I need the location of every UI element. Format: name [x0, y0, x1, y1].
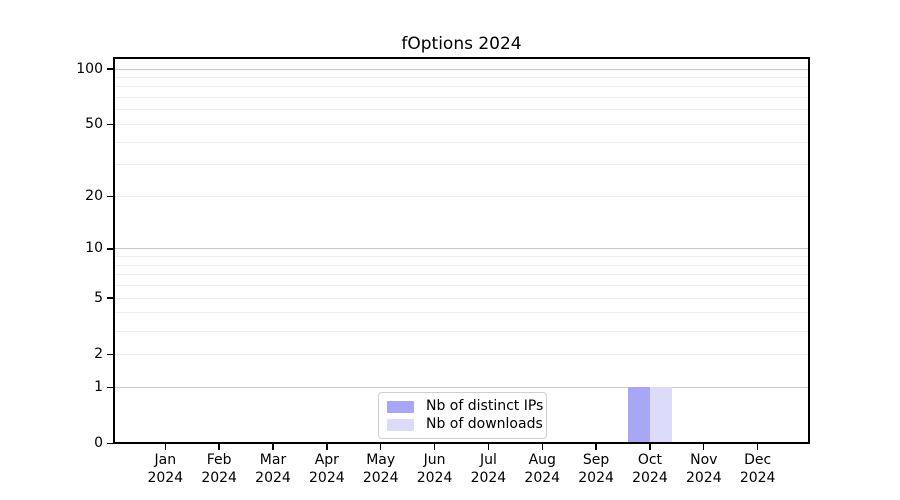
legend-label-distinct-ips: Nb of distinct IPs: [426, 398, 544, 414]
gridline-minor-20: [115, 195, 808, 197]
x-tick-label-dec: Dec 2024: [739, 452, 776, 486]
gridline-minor-4: [115, 312, 808, 314]
y-tick-label-20: 20: [85, 187, 103, 204]
x-tick-apr: [326, 444, 328, 450]
x-tick-feb: [218, 444, 220, 450]
y-tick-1: [107, 386, 113, 388]
bar-nb-of-distinct-ips-oct: [628, 387, 650, 442]
x-tick-dec: [756, 444, 759, 450]
x-tick-aug: [541, 444, 543, 450]
x-tick-label-jun: Jun 2024: [416, 452, 453, 486]
y-tick-label-0: 0: [94, 435, 103, 451]
legend-label-downloads: Nb of downloads: [426, 416, 543, 432]
legend-item-distinct-ips: Nb of distinct IPs: [387, 399, 543, 414]
gridline-minor-80: [115, 86, 808, 88]
y-tick-50: [107, 123, 113, 126]
x-tick-label-jan: Jan 2024: [147, 452, 184, 486]
y-tick-2: [107, 353, 113, 356]
legend: Nb of distinct IPs Nb of downloads: [378, 392, 547, 439]
gridline-minor-2: [115, 353, 808, 355]
x-tick-label-nov: Nov 2024: [685, 452, 722, 486]
x-tick-label-oct: Oct 2024: [632, 452, 668, 486]
y-tick-label-5: 5: [94, 289, 103, 306]
x-tick-nov: [703, 444, 705, 450]
gridline-minor-3: [115, 330, 808, 332]
legend-swatch-downloads: [387, 418, 414, 431]
chart-title: fOptions 2024: [401, 34, 522, 54]
x-tick-jun: [433, 444, 436, 450]
plot-area: Nb of distinct IPs Nb of downloads: [113, 57, 810, 444]
x-tick-may: [380, 444, 382, 450]
x-tick-label-jul: Jul 2024: [470, 452, 507, 486]
x-tick-label-sep: Sep 2024: [578, 452, 614, 486]
y-tick-10: [107, 248, 113, 250]
y-tick-label-10: 10: [85, 240, 103, 257]
x-tick-label-aug: Aug 2024: [524, 452, 561, 486]
gridline-minor-70: [115, 97, 808, 99]
gridline-major-1: [115, 386, 808, 388]
x-tick-jan: [164, 444, 166, 450]
x-tick-jul: [487, 444, 490, 450]
gridline-minor-50: [115, 123, 808, 125]
y-tick-label-2: 2: [94, 345, 103, 362]
gridline-minor-5: [115, 297, 808, 299]
x-tick-mar: [272, 444, 274, 450]
y-tick-100: [107, 68, 113, 70]
y-tick-0: [107, 442, 113, 445]
x-tick-label-mar: Mar 2024: [255, 452, 291, 486]
x-tick-oct: [649, 444, 651, 450]
x-tick-label-apr: Apr 2024: [309, 452, 345, 486]
gridline-minor-8: [115, 264, 808, 266]
gridline-minor-7: [115, 274, 808, 276]
gridline-minor-6: [115, 285, 808, 287]
y-tick-label-100: 100: [76, 60, 103, 77]
legend-item-downloads: Nb of downloads: [387, 417, 543, 432]
gridline-minor-9: [115, 256, 808, 258]
y-tick-20: [107, 195, 113, 198]
y-tick-5: [107, 297, 113, 299]
gridline-minor-30: [115, 164, 808, 166]
gridline-minor-60: [115, 109, 808, 111]
gridline-major-100: [115, 68, 808, 70]
x-tick-label-feb: Feb 2024: [201, 452, 237, 486]
gridline-minor-40: [115, 141, 808, 143]
x-tick-label-may: May 2024: [362, 452, 399, 486]
gridline-major-10: [115, 248, 808, 250]
gridline-minor-90: [115, 76, 808, 78]
bar-nb-of-downloads-oct: [649, 387, 672, 442]
x-tick-sep: [595, 444, 597, 450]
legend-swatch-distinct-ips: [387, 400, 414, 413]
y-tick-label-1: 1: [94, 378, 103, 395]
y-tick-label-50: 50: [85, 115, 103, 132]
